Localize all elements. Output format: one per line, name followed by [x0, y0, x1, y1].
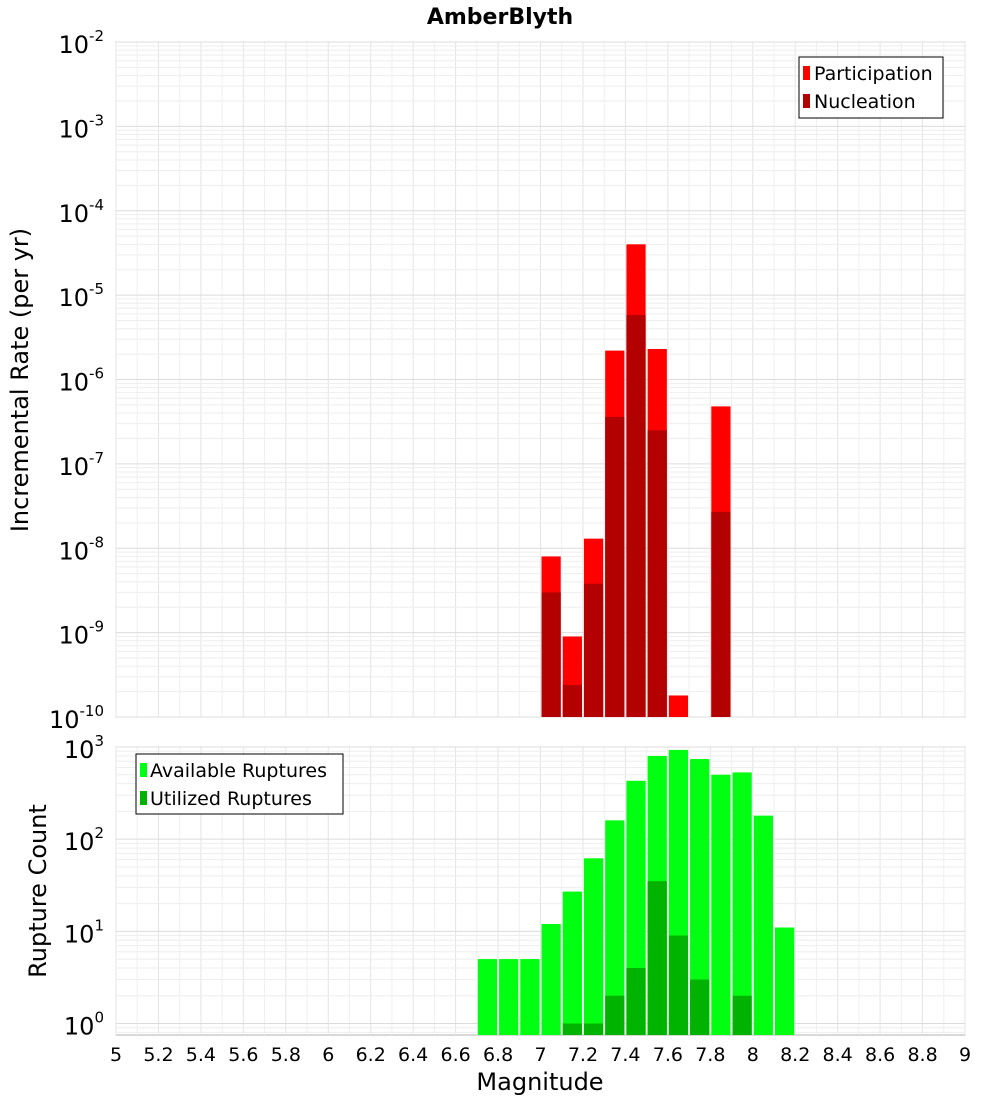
bar-utilized — [690, 979, 710, 1035]
bar-utilized — [583, 1023, 604, 1035]
count-legend: Available Ruptures Utilized Ruptures — [135, 753, 344, 815]
y-tick-label: 10-4 — [58, 196, 104, 228]
bar-utilized — [732, 995, 752, 1035]
x-tick-label: 5 — [110, 1044, 122, 1066]
x-tick-label: 5.4 — [186, 1044, 216, 1066]
rate-legend-box — [798, 56, 944, 119]
bar-available — [477, 959, 498, 1035]
y-tick-label: 102 — [64, 824, 104, 856]
y-tick-label: 10-3 — [58, 111, 104, 143]
y-tick-label: 10-9 — [58, 618, 104, 650]
x-tick-label: 6.4 — [398, 1044, 428, 1066]
bar-available — [753, 815, 773, 1035]
count-legend-box — [135, 753, 344, 815]
count-panel: 103 102 101 100 5 5.2 5.4 5.6 5.8 6 6.2 6.4 6.6 6.8 7… — [24, 732, 971, 1096]
chart-title: AmberBlyth — [427, 5, 573, 30]
available-swatch — [140, 763, 147, 777]
y-tick-label: 103 — [64, 732, 104, 764]
x-tick-label: 6.2 — [356, 1044, 386, 1066]
x-tick-label: 5.8 — [271, 1044, 301, 1066]
y-tick-label: 10-7 — [58, 449, 104, 481]
rate-legend: Participation Nucleation — [798, 56, 944, 119]
nucleation-swatch — [803, 94, 810, 108]
bar-available — [690, 759, 710, 1035]
y-tick-label: 10-5 — [58, 280, 104, 312]
bar-utilized — [562, 1023, 582, 1035]
x-tick-label: 8.8 — [907, 1044, 937, 1066]
x-tick-label: 7.2 — [568, 1044, 598, 1066]
x-tick-label: 7.6 — [653, 1044, 683, 1066]
bar-participation — [668, 695, 689, 717]
x-tick-label: 8.4 — [823, 1044, 853, 1066]
bar-nucleation — [541, 592, 561, 717]
legend-available-label: Available Ruptures — [150, 760, 327, 782]
count-y-tick-labels: 103 102 101 100 — [64, 732, 104, 1040]
bar-available — [541, 924, 561, 1035]
bar-nucleation — [626, 315, 646, 717]
x-tick-label: 5.2 — [143, 1044, 173, 1066]
bar-utilized — [668, 935, 689, 1035]
bar-nucleation — [583, 583, 604, 717]
y-tick-label: 10-6 — [58, 365, 104, 397]
bar-nucleation — [562, 684, 582, 717]
legend-utilized-label: Utilized Ruptures — [150, 788, 312, 810]
legend-nucleation-label: Nucleation — [814, 91, 916, 113]
x-tick-label: 5.6 — [228, 1044, 258, 1066]
y-tick-label: 100 — [64, 1008, 104, 1040]
y-tick-label: 10-8 — [58, 533, 104, 565]
bar-available — [499, 959, 519, 1035]
bar-available — [520, 959, 540, 1035]
x-tick-label: 8.2 — [780, 1044, 810, 1066]
y-tick-label: 10-2 — [58, 27, 104, 59]
rate-bars — [541, 244, 731, 718]
x-tick-label: 6 — [322, 1044, 334, 1066]
count-y-axis-label: Rupture Count — [24, 804, 52, 978]
bar-nucleation — [711, 511, 731, 717]
y-tick-label: 101 — [64, 916, 104, 948]
participation-swatch — [803, 66, 810, 80]
x-tick-label: 6.8 — [483, 1044, 513, 1066]
rate-y-tick-labels: 10-2 10-3 10-4 10-5 10-6 10-7 10-8 10-9 10-10 — [49, 27, 104, 734]
x-tick-label: 7.8 — [695, 1044, 725, 1066]
bar-utilized — [605, 995, 625, 1035]
x-tick-label: 7.4 — [610, 1044, 640, 1066]
rate-y-axis-label: Incremental Rate (per yr) — [6, 228, 34, 532]
bar-available — [774, 927, 795, 1035]
bar-available — [732, 772, 752, 1035]
bar-available — [562, 891, 582, 1035]
bar-nucleation — [647, 430, 667, 717]
legend-participation-label: Participation — [814, 63, 933, 85]
x-tick-label: 9 — [959, 1044, 971, 1066]
x-axis-label: Magnitude — [476, 1068, 603, 1096]
x-tick-label: 8.6 — [865, 1044, 895, 1066]
x-tick-label: 8 — [747, 1044, 759, 1066]
rate-gridlines — [115, 41, 966, 718]
y-tick-label: 10-10 — [49, 702, 104, 734]
x-tick-labels: 5 5.2 5.4 5.6 5.8 6 6.2 6.4 6.6 6.8 7 7.2 7.4 7.6 7.8 8… — [110, 1044, 971, 1066]
bar-utilized — [626, 967, 646, 1035]
count-gridlines — [115, 746, 966, 1035]
x-tick-label: 6.6 — [440, 1044, 470, 1066]
bar-available — [605, 820, 625, 1035]
rate-panel: AmberBlyth 10-210-310-410-510-610-710-81… — [6, 5, 966, 734]
bar-nucleation — [605, 416, 625, 717]
bar-utilized — [647, 881, 667, 1035]
bar-available — [583, 858, 604, 1035]
count-bars — [477, 749, 795, 1035]
utilized-swatch — [140, 791, 147, 805]
bar-available — [711, 774, 731, 1035]
x-tick-label: 7 — [534, 1044, 546, 1066]
